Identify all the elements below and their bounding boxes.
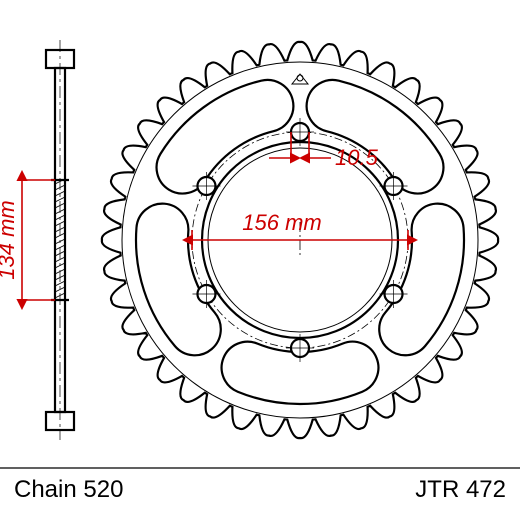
dim-bolt-circle-label: 156 mm (242, 210, 321, 235)
diagram-canvas: 156 mm 10.5 134 mm Chain 520 JTR 472 (0, 0, 520, 520)
sprocket-window (136, 204, 221, 356)
sprocket-window (379, 204, 464, 356)
dim-hole-label: 10.5 (335, 145, 379, 170)
chain-label: Chain 520 (14, 476, 123, 504)
dim-side-label: 134 mm (0, 200, 19, 279)
part-number-label: JTR 472 (415, 476, 506, 504)
